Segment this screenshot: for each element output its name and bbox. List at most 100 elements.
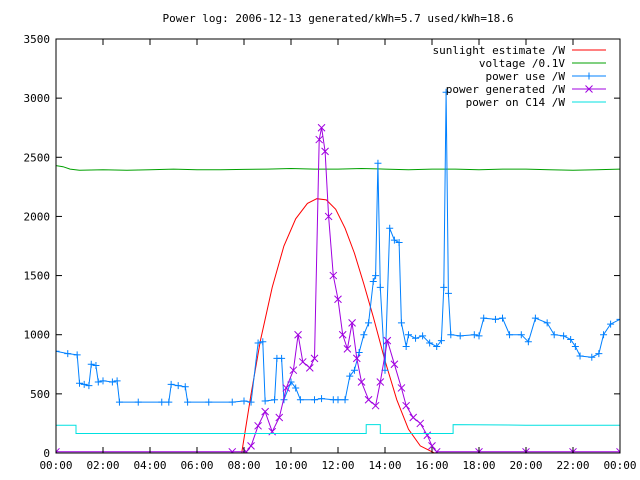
y-tick-label: 0 <box>43 447 50 460</box>
series-point <box>395 238 403 246</box>
series-point <box>531 314 539 322</box>
y-tick-label: 1500 <box>24 270 51 283</box>
series-point <box>318 395 326 403</box>
series-point <box>371 401 380 410</box>
series-point <box>419 332 427 340</box>
series-point <box>324 212 333 221</box>
series-point <box>341 396 349 404</box>
x-tick-label: 20:00 <box>509 459 542 472</box>
series-point <box>475 332 483 340</box>
series-point <box>386 224 394 232</box>
series-line <box>56 424 620 434</box>
series-point <box>416 419 425 428</box>
chart-title: Power log: 2006-12-13 generated/kWh=5.7 … <box>163 12 514 25</box>
x-tick-label: 22:00 <box>556 459 589 472</box>
series-point <box>56 447 60 453</box>
x-tick-label: 00:00 <box>603 459 636 472</box>
series-point <box>99 377 107 385</box>
series-point <box>437 337 445 345</box>
series-point <box>134 398 142 406</box>
series-point <box>228 447 237 453</box>
series-point <box>432 447 441 453</box>
series-point <box>73 351 81 359</box>
legend-marker <box>585 72 593 80</box>
series-point <box>113 377 121 385</box>
series-point <box>550 331 558 339</box>
series-point <box>397 384 406 392</box>
series-point <box>402 343 410 351</box>
series-4 <box>56 424 620 434</box>
y-tick-label: 2000 <box>24 210 51 223</box>
series-point <box>261 407 270 416</box>
series-point <box>334 295 342 304</box>
series-point <box>440 283 448 291</box>
x-tick-label: 08:00 <box>227 459 260 472</box>
series-point <box>600 331 608 339</box>
series-point <box>567 335 575 343</box>
series-point <box>588 353 596 361</box>
x-tick-label: 00:00 <box>39 459 72 472</box>
series-point <box>442 88 450 96</box>
series-point <box>369 277 377 285</box>
series-point <box>506 331 514 339</box>
legend-label: voltage /0.1V <box>479 57 565 70</box>
x-tick-label: 04:00 <box>133 459 166 472</box>
series-point <box>376 283 384 291</box>
series-point <box>254 339 262 347</box>
series-point <box>174 382 182 390</box>
series-point <box>305 363 314 372</box>
series-point <box>184 398 192 406</box>
series-point <box>108 378 116 386</box>
y-tick-label: 1000 <box>24 329 51 342</box>
y-tick-label: 500 <box>30 388 50 401</box>
axes-layer: 0 500 1000 1500 2000 2500 3000 3500 00:00 02:00 04… <box>24 33 637 472</box>
x-tick-label: 16:00 <box>415 459 448 472</box>
series-point <box>426 339 434 347</box>
series-point <box>397 319 405 327</box>
series-3 <box>56 123 620 453</box>
series-point <box>405 331 412 339</box>
series-point <box>76 379 83 387</box>
series-point <box>296 396 304 404</box>
series-point <box>560 332 568 340</box>
series-point <box>64 350 72 358</box>
series-point <box>254 421 262 430</box>
series-point <box>115 398 123 406</box>
series-point <box>372 272 380 280</box>
series-point <box>456 332 464 340</box>
series-point <box>428 442 436 450</box>
series-point <box>80 380 88 388</box>
legend-label: power generated /W <box>446 83 566 96</box>
series-point <box>423 431 432 440</box>
series-point <box>352 354 361 363</box>
series-point <box>607 320 615 328</box>
series-point <box>247 442 255 450</box>
series-point <box>321 147 329 156</box>
series-point <box>390 236 398 244</box>
series-point <box>271 396 279 404</box>
series-point <box>338 330 347 339</box>
series-point <box>346 372 354 380</box>
x-tick-label: 12:00 <box>321 459 354 472</box>
series-point <box>282 384 291 392</box>
series-point <box>571 343 579 351</box>
series-point <box>165 398 173 406</box>
series-point <box>275 413 284 422</box>
series-point <box>374 159 382 167</box>
series-point <box>595 350 603 358</box>
series-point <box>491 315 499 323</box>
series-point <box>228 398 236 406</box>
series-line <box>56 165 620 171</box>
series-point <box>158 398 166 406</box>
series-point <box>181 383 189 391</box>
series-point <box>294 330 302 339</box>
legend-marker <box>585 85 593 93</box>
series-point <box>616 447 620 453</box>
y-tick-label: 3500 <box>24 33 51 46</box>
series-2 <box>56 88 620 406</box>
series-point <box>94 378 102 386</box>
series-point <box>348 319 356 327</box>
series-point <box>364 395 373 404</box>
